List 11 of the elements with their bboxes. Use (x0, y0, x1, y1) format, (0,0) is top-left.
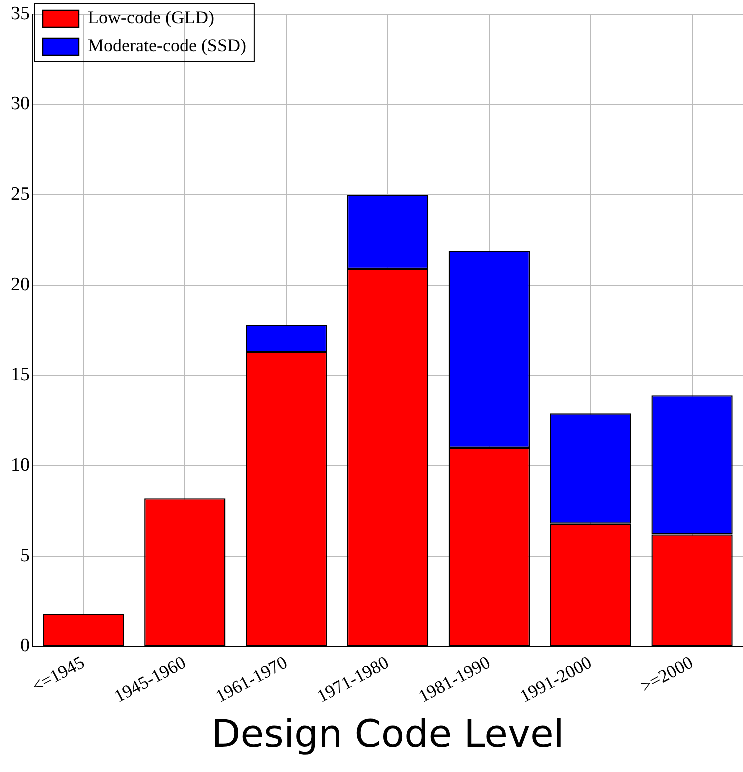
x-axis-title: Design Code Level (212, 712, 564, 756)
y-tick-label: 5 (20, 545, 30, 566)
y-tick-label: 25 (11, 184, 30, 206)
y-tick-label: 0 (20, 636, 30, 657)
legend-label: Moderate-code (SSD) (88, 36, 246, 56)
legend-label: Low-code (GLD) (88, 8, 214, 28)
y-tick-label: 30 (11, 94, 30, 115)
y-tick-label: 20 (11, 274, 30, 296)
y-tick-label: 10 (11, 455, 30, 476)
y-tick-label: 35 (11, 3, 30, 24)
y-tick-label: 15 (11, 364, 30, 386)
